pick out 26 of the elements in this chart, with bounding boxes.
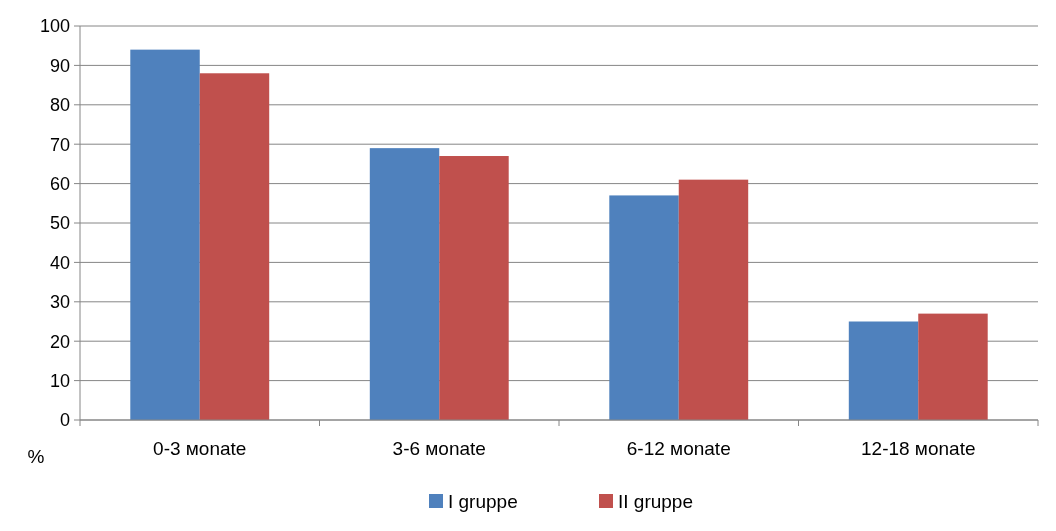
x-tick-label: 3-6 мonate xyxy=(392,438,486,459)
y-tick-label: 60 xyxy=(49,173,70,194)
y-tick-label: 80 xyxy=(49,95,70,116)
bar xyxy=(369,148,440,420)
y-tick-label: 40 xyxy=(49,252,70,273)
legend-label: II gruppe xyxy=(618,491,693,512)
y-tick-label: 0 xyxy=(59,410,70,431)
bar xyxy=(678,179,749,420)
y-axis-title: % xyxy=(27,446,45,467)
y-tick-label: 100 xyxy=(39,16,70,37)
bar xyxy=(199,73,270,420)
y-tick-label: 10 xyxy=(49,370,70,391)
bar xyxy=(848,321,919,420)
bar xyxy=(130,49,200,420)
x-tick-label: 0-3 мonate xyxy=(153,438,247,459)
y-tick-label: 50 xyxy=(49,213,70,234)
x-tick-label: 6-12 мonate xyxy=(626,438,731,459)
legend-label: I gruppe xyxy=(448,491,518,512)
y-tick-label: 30 xyxy=(49,292,70,313)
y-tick-label: 70 xyxy=(49,134,70,155)
x-tick-label: 12-18 мonate xyxy=(861,438,976,459)
y-tick-label: 90 xyxy=(49,55,70,76)
bar xyxy=(439,156,509,420)
bar xyxy=(609,195,679,420)
bar xyxy=(918,313,988,420)
y-tick-label: 20 xyxy=(49,331,70,352)
